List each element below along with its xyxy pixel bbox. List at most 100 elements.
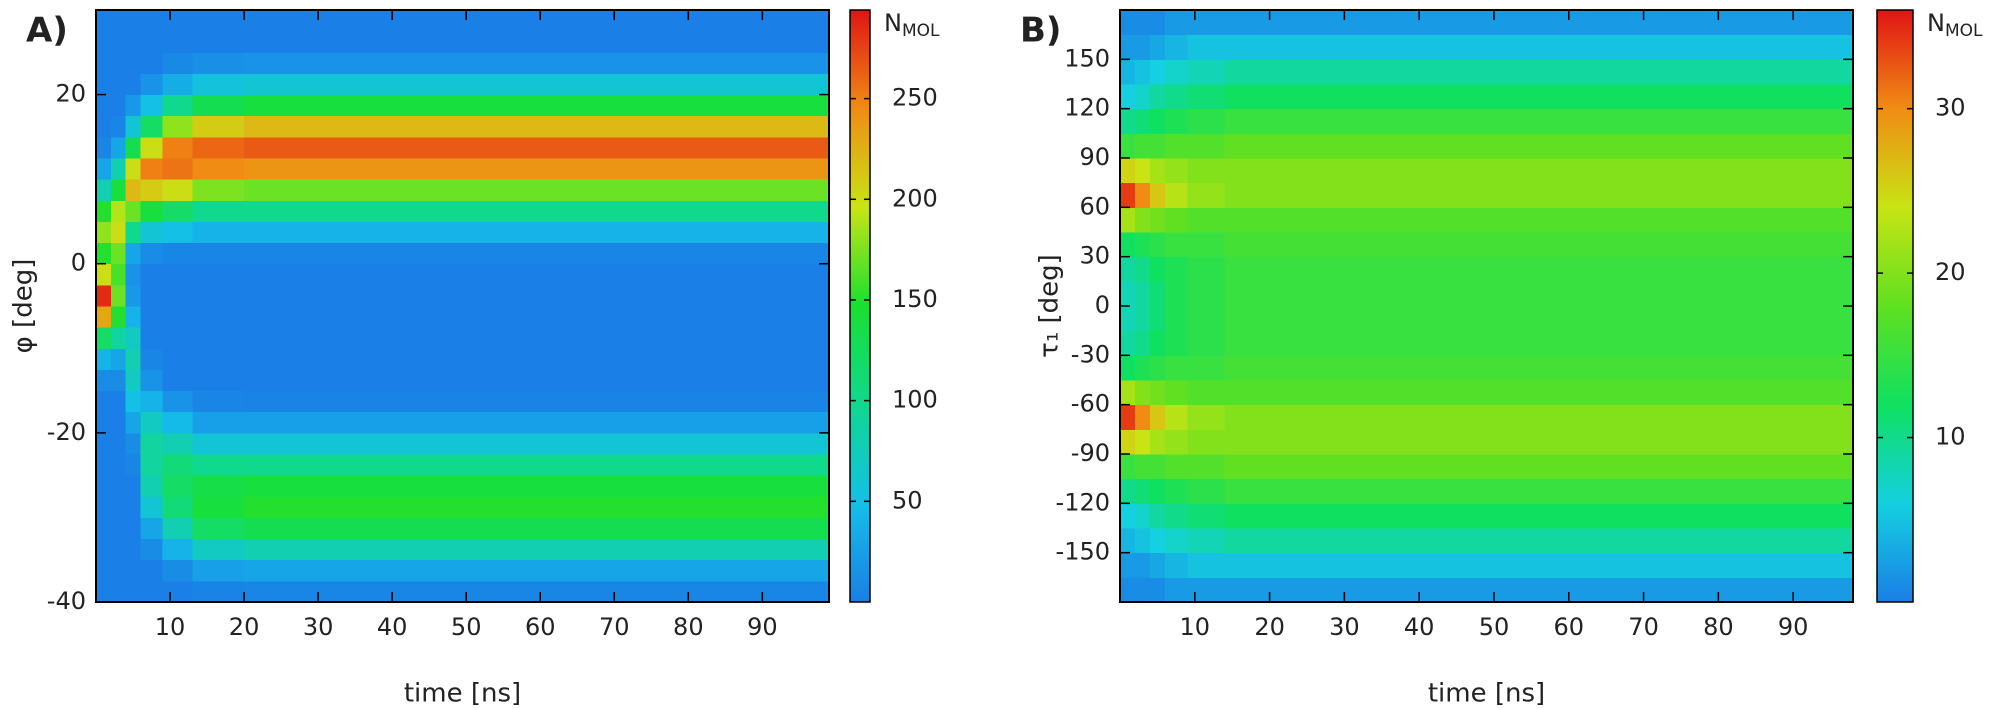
heat-cell bbox=[96, 200, 112, 222]
heat-cell bbox=[244, 115, 830, 138]
heat-cell bbox=[162, 179, 193, 201]
heat-cell bbox=[1120, 503, 1136, 529]
heat-cell bbox=[140, 52, 164, 74]
heat-cell bbox=[1269, 10, 1854, 36]
heat-cell bbox=[1164, 108, 1188, 134]
heat-cell bbox=[1134, 34, 1151, 60]
heat-cell bbox=[244, 327, 830, 349]
heat-cell bbox=[1164, 330, 1188, 356]
heat-cell bbox=[1149, 478, 1166, 504]
heat-cell bbox=[192, 369, 245, 392]
x-tick-label: 80 bbox=[1703, 613, 1734, 641]
heat-cell bbox=[192, 411, 245, 434]
y-tick-label: 0 bbox=[1095, 291, 1110, 319]
heat-cell bbox=[1149, 256, 1166, 282]
heat-cell bbox=[96, 348, 112, 370]
colorbar-tick-label: 50 bbox=[892, 486, 923, 514]
heat-cell bbox=[192, 538, 245, 561]
heat-cell bbox=[1120, 281, 1136, 307]
heat-cell bbox=[1120, 404, 1136, 430]
heat-cell bbox=[110, 538, 127, 561]
heat-cell bbox=[96, 411, 112, 434]
y-tick-label: 20 bbox=[55, 80, 86, 108]
heat-cell bbox=[1134, 552, 1151, 578]
heat-cell bbox=[140, 284, 164, 307]
heat-cell bbox=[1120, 306, 1136, 332]
heat-cell bbox=[1120, 10, 1136, 36]
heat-cell bbox=[125, 517, 141, 540]
heat-cell bbox=[125, 475, 141, 497]
heat-cell bbox=[96, 31, 112, 53]
heat-cell bbox=[1164, 34, 1188, 60]
heat-cell bbox=[244, 432, 830, 455]
heat-cell bbox=[140, 242, 164, 265]
heat-cell bbox=[244, 263, 830, 286]
heat-cell bbox=[96, 496, 112, 518]
heat-cell bbox=[110, 158, 127, 180]
heat-cell bbox=[1149, 330, 1166, 356]
heat-cell bbox=[192, 242, 245, 265]
heat-cell bbox=[1120, 380, 1136, 406]
heat-cell bbox=[1164, 133, 1188, 159]
heat-cell bbox=[162, 327, 193, 349]
heat-cell bbox=[96, 10, 112, 32]
heat-cell bbox=[192, 496, 245, 518]
heat-cell bbox=[192, 432, 245, 455]
colorbar-label-base: N bbox=[884, 9, 902, 37]
y-tick-label: 150 bbox=[1064, 44, 1110, 72]
heat-cell bbox=[140, 158, 164, 180]
heat-cell bbox=[96, 242, 112, 265]
x-tick-label: 20 bbox=[229, 613, 260, 641]
heat-cell bbox=[110, 200, 127, 222]
heat-cell bbox=[1187, 503, 1226, 529]
heat-cell bbox=[244, 179, 830, 201]
heat-cell bbox=[96, 580, 112, 603]
heat-cell bbox=[1164, 232, 1188, 258]
heat-cell bbox=[1120, 478, 1136, 504]
heat-cell bbox=[192, 10, 245, 32]
heat-cell bbox=[1134, 281, 1151, 307]
heat-cell bbox=[162, 94, 193, 117]
x-tick-label: 10 bbox=[155, 613, 186, 641]
heat-cell bbox=[1134, 256, 1151, 282]
heat-cell bbox=[1134, 478, 1151, 504]
heat-cell bbox=[140, 580, 164, 603]
heat-cell bbox=[110, 475, 127, 497]
heat-cell bbox=[1224, 404, 1271, 430]
heat-cell bbox=[1134, 158, 1151, 184]
heat-cell bbox=[96, 454, 112, 476]
heat-cell bbox=[1187, 577, 1226, 603]
heat-cell bbox=[162, 115, 193, 138]
heat-cell bbox=[1134, 182, 1151, 208]
colorbar-tick-label: 20 bbox=[1935, 258, 1966, 286]
colorbar-tick-label: 250 bbox=[892, 84, 938, 112]
heat-cell bbox=[96, 179, 112, 201]
heat-cell bbox=[1149, 552, 1166, 578]
heat-cell bbox=[110, 559, 127, 582]
heat-cell bbox=[110, 306, 127, 328]
x-tick-label: 60 bbox=[1554, 613, 1585, 641]
heat-cell bbox=[1187, 133, 1226, 159]
heat-cell bbox=[1187, 281, 1226, 307]
heat-cell bbox=[244, 10, 830, 32]
y-tick-label: -60 bbox=[1071, 390, 1110, 418]
heat-cell bbox=[125, 559, 141, 582]
heat-cell bbox=[1164, 281, 1188, 307]
heat-cell bbox=[110, 327, 127, 349]
heat-cell bbox=[1149, 108, 1166, 134]
heat-cell bbox=[162, 10, 193, 32]
heat-cell bbox=[192, 327, 245, 349]
heat-cell bbox=[1134, 133, 1151, 159]
colorbar-tick-label: 200 bbox=[892, 184, 938, 212]
heat-cell bbox=[1149, 454, 1166, 480]
heat-cell bbox=[1269, 281, 1854, 307]
heat-cell bbox=[1187, 232, 1226, 258]
heat-cell bbox=[1187, 207, 1226, 233]
heat-cell bbox=[1120, 355, 1136, 381]
heat-cell bbox=[1187, 330, 1226, 356]
x-tick-label: 40 bbox=[377, 613, 408, 641]
heat-cell bbox=[1187, 158, 1226, 184]
heat-cell bbox=[1120, 454, 1136, 480]
heat-cell bbox=[1187, 454, 1226, 480]
